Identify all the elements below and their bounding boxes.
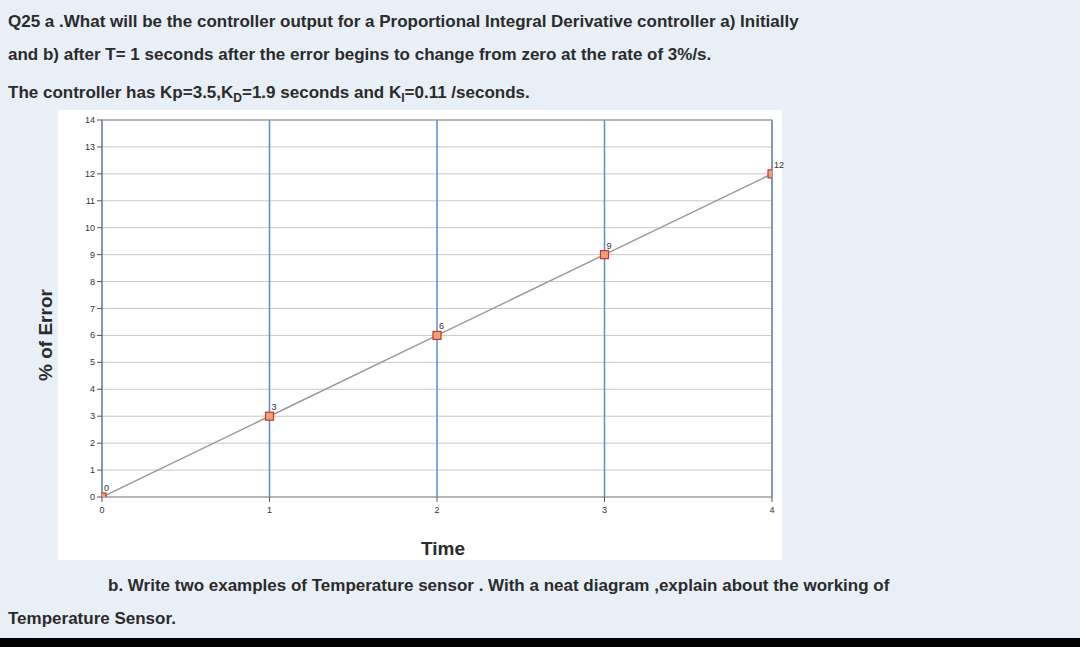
tick <box>604 497 605 502</box>
tick <box>97 120 102 121</box>
tick-label: 11 <box>86 196 95 206</box>
tick <box>97 470 102 471</box>
tick <box>97 227 102 228</box>
tick-label: 4 <box>769 505 774 515</box>
question-line: Q25 a .What will be the controller outpu… <box>8 12 799 31</box>
grid-line <box>604 120 606 497</box>
page: Q25 a .What will be the controller outpu… <box>0 0 1080 647</box>
tick <box>97 335 102 336</box>
marker <box>601 251 609 259</box>
marker <box>768 170 772 178</box>
tick-label: 13 <box>85 142 95 152</box>
tick-label: 0 <box>90 492 95 502</box>
tick <box>97 416 102 417</box>
axis-title: % of Error <box>35 288 56 380</box>
question-line: b. Write two examples of Temperature sen… <box>108 576 890 595</box>
tick-label: 6 <box>90 330 95 340</box>
tick-label: 12 <box>85 169 95 179</box>
tick-label: 7 <box>90 304 95 314</box>
text-part: =1.9 seconds and K <box>242 83 402 102</box>
tick <box>97 146 102 147</box>
tick-label: 10 <box>85 223 95 233</box>
marker <box>266 412 274 420</box>
tick-label: 1 <box>267 505 272 515</box>
text-part: The controller has Kp=3.5,K <box>8 83 234 102</box>
marker <box>102 493 106 497</box>
tick <box>97 173 102 174</box>
tick <box>97 443 102 444</box>
data-label: 6 <box>439 321 444 331</box>
bottom-band <box>0 638 1080 647</box>
tick <box>97 308 102 309</box>
tick-label: 9 <box>90 250 95 260</box>
tick-label: 4 <box>90 384 95 394</box>
data-label: 3 <box>272 402 277 412</box>
tick <box>97 497 102 498</box>
question-line: and b) after T= 1 seconds after the erro… <box>8 45 711 64</box>
tick <box>437 497 438 502</box>
tick <box>97 254 102 255</box>
tick <box>269 497 270 502</box>
marker <box>433 331 441 339</box>
tick <box>97 362 102 363</box>
tick-label: 3 <box>602 505 607 515</box>
tick-label: 2 <box>434 505 439 515</box>
grid-line <box>269 120 271 497</box>
plot-marks <box>102 170 772 497</box>
grid-line <box>436 120 438 497</box>
data-label: 0 <box>104 483 109 493</box>
subscript: D <box>233 91 242 105</box>
tick-label: 14 <box>85 115 95 125</box>
tick-label: 1 <box>90 465 95 475</box>
tick <box>97 200 102 201</box>
text-part: =0.11 /seconds. <box>405 83 530 102</box>
data-label: 12 <box>774 160 784 170</box>
tick-label: 0 <box>99 505 104 515</box>
tick-label: 3 <box>90 411 95 421</box>
data-line <box>102 174 772 497</box>
chart-panel <box>58 110 782 560</box>
background <box>0 0 1080 647</box>
question-line: The controller has Kp=3.5,KD=1.9 seconds… <box>8 83 530 105</box>
tick <box>97 281 102 282</box>
tick-label: 5 <box>90 357 95 367</box>
axis-title: Time <box>421 538 465 559</box>
tick <box>772 497 773 502</box>
tick-label: 8 <box>90 277 95 287</box>
tick-label: 2 <box>90 438 95 448</box>
data-label: 9 <box>607 241 612 251</box>
question-line: Temperature Sensor. <box>8 609 176 628</box>
tick <box>97 389 102 390</box>
tick <box>102 497 103 502</box>
plot-frame <box>102 120 772 497</box>
